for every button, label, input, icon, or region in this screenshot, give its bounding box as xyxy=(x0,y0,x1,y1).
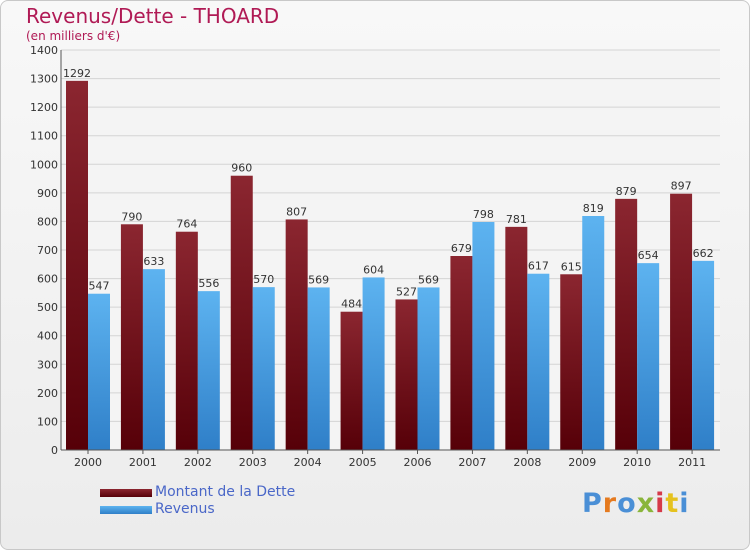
y-tick-label: 900 xyxy=(37,187,58,200)
bar-debt xyxy=(66,80,88,450)
legend-label-debt: Montant de la Dette xyxy=(155,484,296,500)
bar-debt xyxy=(175,231,198,450)
bar-revenue xyxy=(307,287,330,450)
y-tick-label: 300 xyxy=(37,358,58,371)
y-tick-label: 1000 xyxy=(30,158,58,171)
legend-swatch-revenue xyxy=(100,506,152,514)
y-tick-label: 600 xyxy=(37,273,58,286)
data-label: 781 xyxy=(506,213,527,226)
bar-revenue xyxy=(417,287,440,450)
y-tick-label: 1200 xyxy=(30,101,58,114)
bar-debt xyxy=(230,175,253,450)
data-label: 790 xyxy=(121,210,142,223)
data-label: 897 xyxy=(671,180,692,193)
data-label: 819 xyxy=(583,202,604,215)
y-tick-label: 1300 xyxy=(30,73,58,86)
bar-revenue xyxy=(252,287,275,450)
bar-revenue xyxy=(527,273,550,450)
chart-title: Revenus/Dette - THOARD xyxy=(26,4,280,28)
data-label: 1292 xyxy=(63,67,91,80)
logo-letter: o xyxy=(617,488,637,519)
x-tick-label: 2004 xyxy=(294,456,322,469)
x-tick-label: 2009 xyxy=(568,456,596,469)
data-label: 569 xyxy=(308,273,329,286)
y-tick-label: 100 xyxy=(37,415,58,428)
data-label: 615 xyxy=(561,260,582,273)
bar-debt xyxy=(395,299,418,450)
bar-debt xyxy=(505,226,528,450)
x-tick-label: 2011 xyxy=(678,456,706,469)
logo-letter: i xyxy=(655,488,666,519)
data-label: 960 xyxy=(231,162,252,175)
logo-letter: x xyxy=(636,488,656,519)
chart-subtitle: (en milliers d'€) xyxy=(26,29,121,43)
bar-debt xyxy=(450,256,473,450)
x-tick-label: 2005 xyxy=(349,456,377,469)
x-tick-label: 2001 xyxy=(129,456,157,469)
bar-debt xyxy=(120,224,143,450)
y-tick-label: 400 xyxy=(37,330,58,343)
data-label: 807 xyxy=(286,205,307,218)
bar-debt xyxy=(285,219,308,450)
x-tick-label: 2002 xyxy=(184,456,212,469)
legend-label-revenue: Revenus xyxy=(155,501,215,517)
bar-revenue xyxy=(692,260,715,450)
bar-debt xyxy=(615,198,638,450)
bar-revenue xyxy=(362,277,385,450)
y-tick-label: 1100 xyxy=(30,130,58,143)
data-label: 556 xyxy=(198,277,219,290)
logo-letter: i xyxy=(679,488,690,519)
x-tick-label: 2007 xyxy=(458,456,486,469)
bar-revenue xyxy=(637,263,660,450)
bar-debt xyxy=(670,193,693,450)
y-tick-label: 200 xyxy=(37,387,58,400)
data-label: 879 xyxy=(616,185,637,198)
data-label: 764 xyxy=(176,218,197,231)
bar-revenue xyxy=(197,291,220,450)
y-tick-label: 1400 xyxy=(30,44,58,57)
bar-debt xyxy=(560,274,583,450)
data-label: 569 xyxy=(418,273,439,286)
x-tick-label: 2010 xyxy=(623,456,651,469)
data-label: 798 xyxy=(473,208,494,221)
bar-revenue xyxy=(142,269,165,450)
logo-letter: t xyxy=(665,488,680,519)
y-tick-label: 800 xyxy=(37,215,58,228)
x-tick-label: 2003 xyxy=(239,456,267,469)
proxiti-logo: Proxiti xyxy=(582,488,690,519)
logo-letter: P xyxy=(582,488,603,519)
y-tick-label: 700 xyxy=(37,244,58,257)
data-label: 662 xyxy=(693,247,714,260)
y-tick-label: 0 xyxy=(51,444,58,457)
legend-swatch-debt xyxy=(100,489,152,497)
bar-debt xyxy=(340,311,363,450)
bar-revenue xyxy=(582,216,605,450)
x-tick-label: 2006 xyxy=(404,456,432,469)
x-tick-label: 2000 xyxy=(74,456,102,469)
data-label: 604 xyxy=(363,263,384,276)
data-label: 547 xyxy=(89,280,110,293)
x-tick-label: 2008 xyxy=(513,456,541,469)
data-label: 654 xyxy=(638,249,659,262)
data-label: 570 xyxy=(253,273,274,286)
data-label: 633 xyxy=(143,255,164,268)
bar-revenue xyxy=(472,222,495,450)
y-tick-label: 500 xyxy=(37,301,58,314)
data-label: 617 xyxy=(528,260,549,273)
data-label: 484 xyxy=(341,298,362,311)
bar-revenue xyxy=(88,293,110,450)
logo-letter: r xyxy=(602,488,618,519)
data-label: 679 xyxy=(451,242,472,255)
data-label: 527 xyxy=(396,285,417,298)
